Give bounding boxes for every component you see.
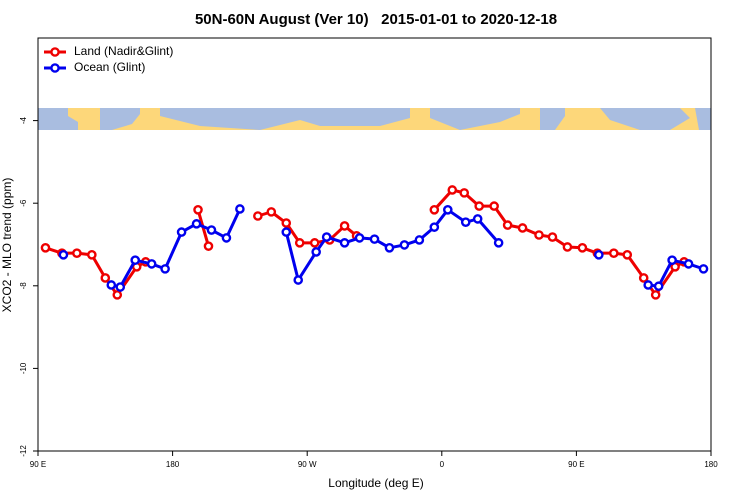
- y-tick-label: -6: [19, 199, 28, 207]
- data-point: [489, 201, 499, 211]
- data-point: [414, 235, 425, 245]
- data-point: [130, 255, 141, 265]
- x-tick-label: 0: [440, 460, 445, 469]
- data-point: [459, 188, 470, 198]
- data-point: [235, 204, 245, 214]
- data-point: [40, 243, 51, 253]
- legend-marker: [50, 63, 60, 73]
- x-tick-label: 90 E: [568, 460, 584, 469]
- plot-frame: [37, 37, 712, 452]
- data-point: [472, 214, 483, 224]
- data-point: [100, 273, 111, 283]
- legend-label: Ocean (Glint): [74, 60, 145, 74]
- data-point: [311, 247, 321, 257]
- y-tick-label: -8: [19, 282, 28, 290]
- data-point: [622, 250, 633, 260]
- data-point: [547, 232, 558, 242]
- data-point: [253, 211, 263, 221]
- data-point: [502, 220, 513, 230]
- y-tick-label: -10: [19, 362, 28, 374]
- y-tick-label: -4: [19, 116, 28, 124]
- data-point: [667, 255, 677, 265]
- data-point: [594, 250, 604, 260]
- data-point: [354, 233, 365, 243]
- x-tick-label: 180: [166, 460, 180, 469]
- data-point: [293, 275, 304, 285]
- data-point: [534, 230, 544, 240]
- data-point: [517, 223, 528, 233]
- x-axis-label: Longitude (deg E): [328, 476, 423, 490]
- data-point: [193, 205, 203, 215]
- data-point: [562, 242, 573, 252]
- data-point: [191, 219, 202, 229]
- data-point: [221, 233, 232, 243]
- data-point: [608, 248, 619, 258]
- legend-marker: [50, 47, 60, 57]
- data-point: [638, 273, 649, 283]
- data-point: [160, 264, 170, 274]
- data-point: [384, 243, 395, 253]
- data-point: [266, 207, 277, 217]
- data-point: [698, 264, 709, 274]
- y-axis-label: XCO2 - MLO trend (ppm): [0, 178, 14, 313]
- data-point: [460, 217, 471, 227]
- data-point: [206, 225, 217, 235]
- data-point: [369, 234, 380, 244]
- data-point: [442, 205, 453, 215]
- data-point: [447, 185, 458, 195]
- data-point: [106, 280, 117, 290]
- data-point: [653, 281, 664, 292]
- map-strip: [38, 108, 711, 130]
- x-tick-label: 90 W: [298, 460, 317, 469]
- data-point: [115, 282, 126, 292]
- data-point: [683, 259, 694, 269]
- data-point: [58, 250, 69, 260]
- data-point: [281, 227, 292, 237]
- data-point: [87, 250, 97, 260]
- data-point: [429, 205, 440, 215]
- data-point: [339, 238, 350, 248]
- data-point: [321, 232, 332, 242]
- x-tick-label: 90 E: [30, 460, 46, 469]
- data-point: [176, 227, 187, 237]
- y-tick-label: -12: [19, 445, 28, 457]
- data-point: [429, 222, 440, 232]
- data-point: [493, 238, 504, 248]
- legend-label: Land (Nadir&Glint): [74, 44, 173, 58]
- data-point: [281, 218, 292, 228]
- data-point: [112, 290, 123, 300]
- x-tick-label: 180: [704, 460, 718, 469]
- data-point: [146, 259, 157, 269]
- data-point: [399, 240, 410, 250]
- data-point: [339, 221, 350, 231]
- data-point: [72, 248, 82, 258]
- chart-title: 50N-60N August (Ver 10) 2015-01-01 to 20…: [195, 11, 557, 28]
- data-point: [474, 201, 484, 211]
- data-point: [577, 243, 588, 253]
- data-point: [309, 238, 320, 248]
- data-point: [650, 290, 661, 300]
- data-point: [203, 241, 214, 251]
- data-point: [643, 280, 653, 290]
- data-point: [294, 238, 305, 248]
